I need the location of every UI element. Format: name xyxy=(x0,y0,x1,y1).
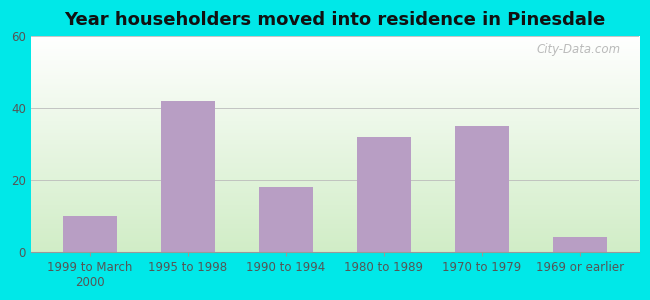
Title: Year householders moved into residence in Pinesdale: Year householders moved into residence i… xyxy=(64,11,606,29)
Bar xyxy=(357,137,411,252)
Text: City-Data.com: City-Data.com xyxy=(536,43,621,56)
Bar xyxy=(259,187,313,252)
Bar xyxy=(161,101,215,252)
Bar xyxy=(455,126,509,252)
Bar xyxy=(62,216,116,252)
Bar xyxy=(553,238,607,252)
